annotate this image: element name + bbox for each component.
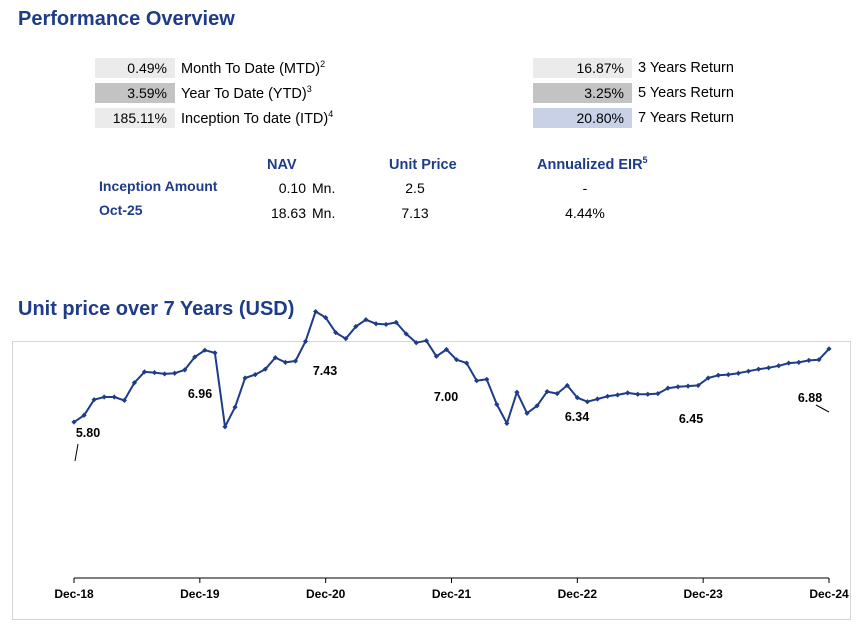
data-point	[383, 321, 389, 328]
metric-5y-label: 5 Years Return	[638, 85, 734, 101]
chart-title: Unit price over 7 Years (USD)	[18, 298, 295, 320]
metric-5y-value: 3.25%	[533, 83, 632, 103]
row-current-price: 7.13	[401, 205, 429, 221]
metric-itd-value: 185.11%	[95, 108, 175, 128]
row-current-nav: 18.63	[270, 205, 306, 221]
row-current-eir: 4.44%	[565, 205, 605, 221]
metric-itd: 185.11% Inception To date (ITD)4	[95, 108, 333, 128]
row-inception-price: 2.5	[405, 180, 425, 196]
row-label-inception: Inception Amount	[99, 178, 218, 194]
metric-3y-value: 16.87%	[533, 58, 632, 78]
data-point	[353, 323, 359, 330]
metric-mtd-label: Month To Date (MTD)2	[181, 59, 326, 77]
row-label-current: Oct-25	[99, 202, 143, 218]
header-eir: Annualized EIR5	[537, 155, 648, 173]
metric-mtd: 0.49% Month To Date (MTD)2	[95, 58, 325, 78]
metric-7y-value: 20.80%	[533, 108, 632, 128]
data-point	[393, 319, 399, 325]
row-inception-eir: -	[582, 180, 588, 196]
row-inception-unit: Mn.	[312, 180, 336, 196]
metric-itd-label: Inception To date (ITD)4	[181, 109, 334, 127]
metric-3y-label: 3 Years Return	[638, 60, 734, 76]
metric-ytd-value: 3.59%	[95, 83, 175, 103]
data-point	[333, 329, 339, 336]
row-inception-nav: 0.10	[278, 180, 306, 196]
header-unit-price: Unit Price	[389, 157, 457, 173]
data-point	[373, 321, 379, 327]
metric-mtd-value: 0.49%	[95, 58, 175, 78]
chart-frame	[12, 341, 851, 620]
metric-7y-label: 7 Years Return	[638, 110, 734, 126]
metric-3y: 16.87% 3 Years Return	[533, 58, 734, 78]
metric-7y: 20.80% 7 Years Return	[533, 108, 734, 128]
metric-5y: 3.25% 5 Years Return	[533, 83, 734, 103]
page-title: Performance Overview	[18, 8, 235, 30]
data-point	[323, 315, 329, 321]
metric-ytd-label: Year To Date (YTD)3	[181, 84, 312, 102]
data-point	[313, 308, 319, 315]
data-point	[363, 317, 369, 323]
row-current-unit: Mn.	[312, 205, 336, 221]
data-point	[403, 331, 409, 337]
header-nav: NAV	[267, 157, 297, 173]
metric-ytd: 3.59% Year To Date (YTD)3	[95, 83, 312, 103]
